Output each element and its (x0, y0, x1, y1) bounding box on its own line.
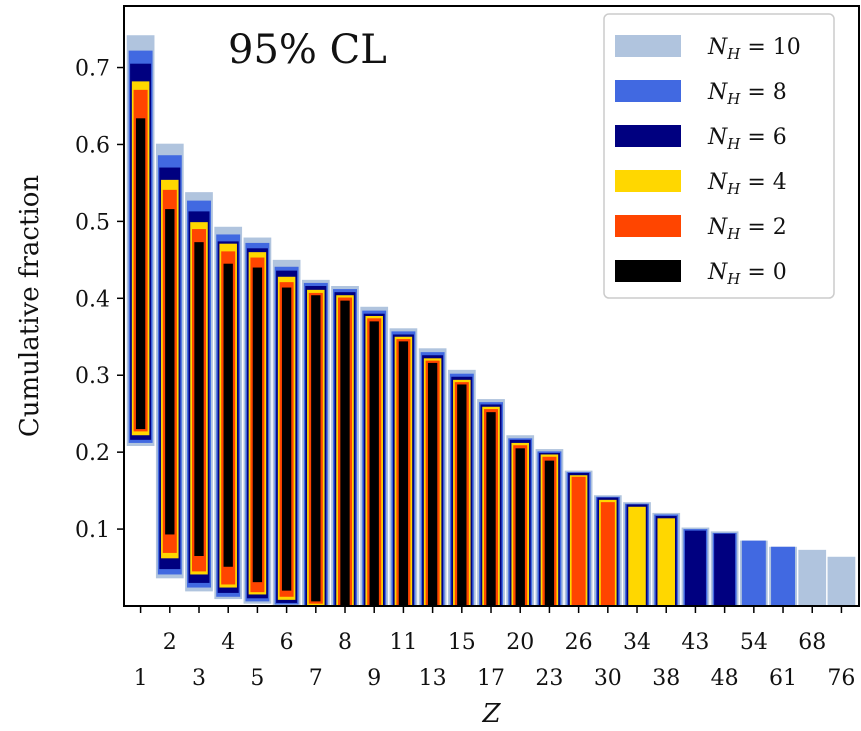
bar-1-61 (771, 546, 796, 606)
y-tick-label-1: 0.2 (75, 441, 110, 466)
y-tick-label-0: 0.1 (75, 518, 110, 543)
bar-5-8 (340, 300, 350, 606)
bar-2-48 (714, 533, 736, 606)
x-tick-label-61: 61 (769, 666, 797, 691)
legend-label-2: NH = 6 (707, 125, 787, 153)
bar-5-11 (398, 341, 409, 606)
y-tick-label-5: 0.6 (75, 133, 110, 158)
x-tick-label-2: 2 (163, 630, 177, 655)
x-tick-label-1: 1 (134, 666, 148, 691)
bar-5-5 (252, 267, 263, 583)
x-axis: 1234567891113151720232630343843485461687… (134, 606, 855, 691)
x-tick-label-20: 20 (506, 630, 534, 655)
bar-5-4 (223, 263, 233, 567)
legend: NH = 10 NH = 8 NH = 6 NH = 4 NH = 2 NH = 0 (603, 13, 835, 299)
bar-2-43 (684, 530, 706, 606)
legend-swatch-2 (615, 125, 681, 147)
bar-3-34 (628, 506, 646, 606)
bar-5-20 (515, 448, 525, 606)
x-tick-label-4: 4 (221, 630, 235, 655)
confidence-level-annotation: 95% CL (228, 27, 387, 73)
y-tick-label-3: 0.4 (75, 287, 110, 312)
x-tick-label-30: 30 (594, 666, 622, 691)
legend-swatch-4 (615, 215, 681, 237)
y-axis: 0.1 0.2 0.3 0.4 0.5 0.6 0.7 (75, 57, 124, 543)
legend-swatch-0 (615, 35, 681, 57)
legend-label-4: NH = 2 (707, 215, 787, 243)
series-5 (135, 118, 555, 606)
bar-4-26 (571, 476, 586, 606)
x-tick-label-6: 6 (280, 630, 294, 655)
bar-5-3 (194, 242, 204, 556)
bar-5-6 (281, 287, 292, 591)
x-tick-label-9: 9 (367, 666, 381, 691)
x-tick-label-17: 17 (477, 666, 505, 691)
legend-label-0: NH = 10 (707, 35, 801, 63)
legend-label-3: NH = 4 (707, 170, 787, 198)
bar-5-9 (369, 321, 379, 606)
bar-5-17 (486, 412, 496, 606)
x-tick-label-3: 3 (192, 666, 206, 691)
x-tick-label-8: 8 (338, 630, 352, 655)
x-tick-label-7: 7 (309, 666, 323, 691)
x-tick-label-15: 15 (448, 630, 476, 655)
bar-0-68 (798, 549, 827, 606)
legend-swatch-5 (615, 260, 681, 282)
bar-1-54 (741, 540, 766, 606)
x-tick-label-48: 48 (711, 666, 739, 691)
x-tick-label-13: 13 (419, 666, 447, 691)
legend-swatch-3 (615, 170, 681, 192)
x-tick-label-68: 68 (798, 630, 826, 655)
bar-5-2 (165, 209, 175, 535)
legend-swatch-1 (615, 80, 681, 102)
x-tick-label-26: 26 (565, 630, 593, 655)
y-tick-label-2: 0.3 (75, 364, 110, 389)
x-tick-label-54: 54 (740, 630, 768, 655)
y-axis-label: Cumulative fraction (15, 175, 45, 437)
x-tick-label-23: 23 (535, 666, 563, 691)
bar-5-7 (311, 295, 321, 602)
bar-3-38 (657, 518, 675, 606)
x-tick-label-34: 34 (623, 630, 651, 655)
x-axis-label: Z (481, 699, 501, 729)
bar-5-13 (427, 362, 438, 606)
y-tick-label-4: 0.5 (75, 210, 110, 235)
x-tick-label-11: 11 (389, 630, 417, 655)
legend-label-5: NH = 0 (707, 260, 787, 288)
plot-area (126, 35, 856, 606)
bar-0-76 (827, 556, 856, 606)
y-tick-label-6: 0.7 (75, 57, 110, 82)
legend-label-1: NH = 8 (707, 80, 787, 108)
x-tick-label-43: 43 (681, 630, 709, 655)
x-tick-label-76: 76 (827, 666, 855, 691)
x-tick-label-38: 38 (652, 666, 680, 691)
x-tick-label-5: 5 (250, 666, 264, 691)
bar-4-30 (600, 502, 615, 606)
bar-5-1 (135, 118, 146, 430)
bar-5-15 (457, 384, 467, 606)
bar-5-23 (544, 460, 555, 606)
